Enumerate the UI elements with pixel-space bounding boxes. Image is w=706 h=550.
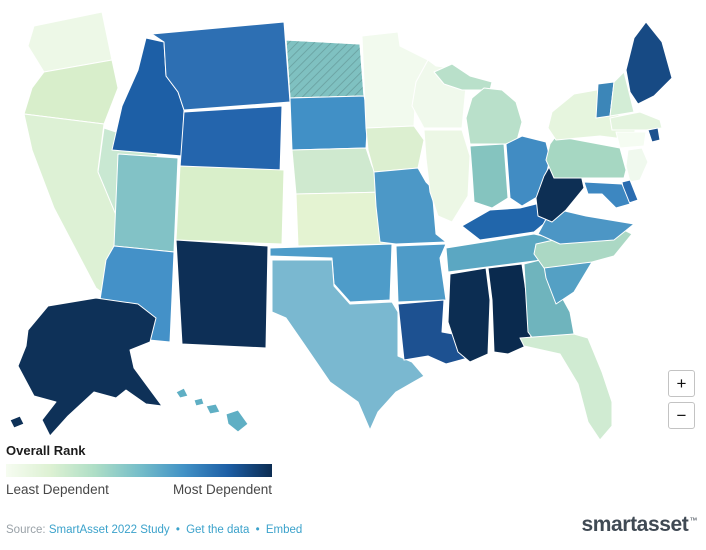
zoom-controls: + − — [668, 370, 695, 429]
state-md[interactable] — [583, 181, 631, 209]
state-ma[interactable] — [609, 111, 663, 131]
state-sd[interactable] — [289, 95, 369, 151]
state-mi[interactable] — [465, 87, 523, 145]
zoom-out-button[interactable]: − — [668, 402, 695, 429]
source-study-link[interactable]: SmartAsset 2022 Study — [48, 524, 170, 536]
state-hi[interactable] — [175, 387, 189, 399]
state-hi[interactable] — [225, 409, 249, 433]
zoom-in-button[interactable]: + — [668, 370, 695, 397]
state-hi[interactable] — [205, 403, 221, 415]
state-in[interactable] — [469, 143, 509, 209]
state-hi[interactable] — [193, 397, 205, 407]
state-nd-hatch — [285, 39, 365, 99]
state-il[interactable] — [423, 129, 471, 223]
logo-text: smartasset — [581, 513, 689, 536]
legend: Overall Rank Least Dependent Most Depend… — [6, 443, 272, 497]
state-mo[interactable] — [373, 167, 447, 245]
state-nm[interactable] — [175, 239, 269, 349]
state-ak[interactable] — [9, 415, 25, 429]
source-prefix: Source: — [6, 524, 46, 536]
separator-dot: • — [255, 524, 260, 536]
embed-link[interactable]: Embed — [265, 524, 303, 536]
legend-min-label: Least Dependent — [6, 482, 109, 497]
legend-labels: Least Dependent Most Dependent — [6, 482, 272, 497]
source-line: Source: SmartAsset 2022 Study • Get the … — [6, 524, 302, 536]
get-the-data-link[interactable]: Get the data — [186, 524, 250, 536]
us-choropleth-map — [9, 11, 673, 441]
state-nj[interactable] — [625, 147, 649, 183]
state-ia[interactable] — [365, 125, 425, 173]
legend-title: Overall Rank — [6, 443, 86, 458]
state-mt[interactable] — [151, 21, 291, 111]
state-or[interactable] — [23, 59, 119, 125]
state-co[interactable] — [175, 165, 285, 245]
logo-trademark: ™ — [689, 516, 697, 525]
legend-gradient — [6, 464, 272, 477]
separator-dot: • — [175, 524, 180, 536]
smartasset-logo: smartasset™ — [581, 513, 697, 537]
state-ri[interactable] — [647, 127, 661, 143]
state-ok[interactable] — [269, 243, 393, 303]
state-ak[interactable] — [17, 297, 163, 437]
state-mi[interactable] — [433, 63, 493, 91]
state-al[interactable] — [487, 263, 533, 355]
state-ar[interactable] — [395, 243, 447, 303]
state-pa[interactable] — [545, 135, 627, 179]
state-nh[interactable] — [609, 71, 635, 117]
legend-max-label: Most Dependent — [172, 482, 272, 497]
state-ct[interactable] — [615, 131, 647, 149]
state-me[interactable] — [625, 21, 673, 105]
state-tx[interactable] — [271, 259, 425, 431]
state-ms[interactable] — [447, 267, 491, 363]
state-wy[interactable] — [179, 105, 283, 175]
state-ut[interactable] — [113, 153, 179, 253]
state-fl[interactable] — [519, 333, 613, 441]
